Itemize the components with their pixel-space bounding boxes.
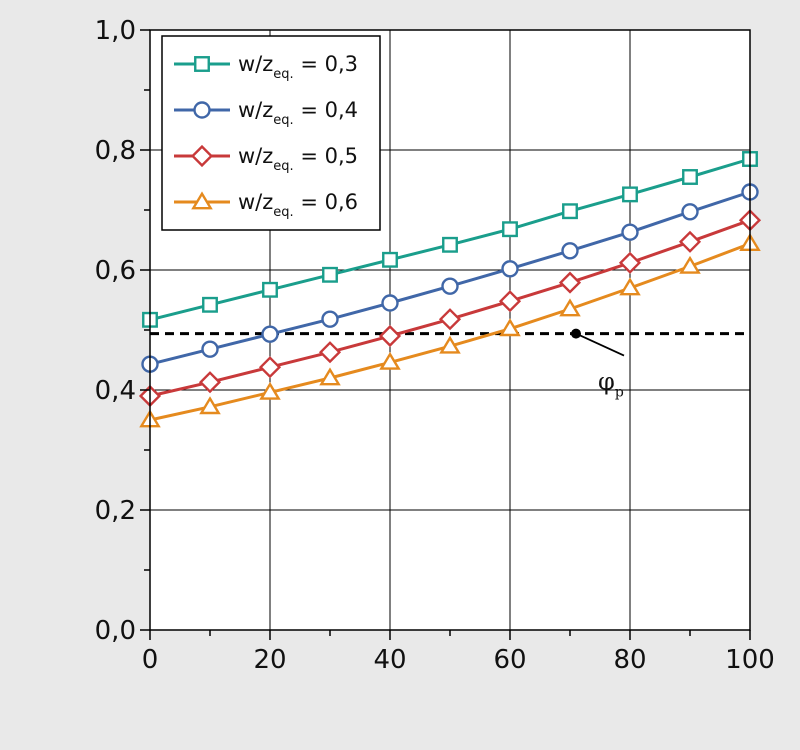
data-point — [681, 203, 699, 221]
y-tick-label: 1,0 — [95, 16, 136, 46]
data-point — [259, 381, 281, 400]
y-tick-label: 0,0 — [95, 616, 136, 646]
legend-marker — [194, 56, 210, 72]
data-point — [558, 271, 582, 294]
y-tick-label: 0,6 — [95, 256, 136, 286]
data-point — [502, 221, 518, 238]
data-point — [318, 341, 342, 364]
data-point — [438, 308, 462, 331]
legend-item-4: w/zeq. = 0,6 — [174, 190, 358, 220]
annotation: φp — [571, 328, 625, 401]
data-point — [501, 260, 519, 278]
ticks: 0 20 40 60 80 100 0,0 0,2 0,4 0,6 0,8 1,0 — [95, 16, 775, 675]
series-4 — [139, 233, 761, 428]
data-point — [439, 335, 461, 354]
data-point — [379, 351, 401, 370]
annotation-leader-line — [575, 332, 625, 357]
data-point — [622, 186, 638, 203]
data-point — [561, 242, 579, 260]
data-point — [442, 236, 458, 253]
data-point — [559, 298, 581, 317]
data-point — [201, 340, 219, 358]
series-3 — [138, 209, 762, 408]
data-point — [382, 251, 398, 268]
data-point — [198, 371, 222, 394]
legend-label: w/zeq. = 0,4 — [238, 98, 358, 128]
data-point — [441, 277, 459, 295]
data-point — [322, 266, 338, 283]
data-point — [679, 255, 701, 274]
data-point — [261, 325, 279, 343]
x-tick-label: 20 — [253, 645, 286, 675]
y-tick-label: 0,8 — [95, 136, 136, 166]
x-tick-label: 100 — [725, 645, 775, 675]
data-point — [258, 356, 282, 379]
data-point — [498, 290, 522, 313]
x-tick-label: 60 — [493, 645, 526, 675]
data-point — [619, 277, 641, 296]
data-point — [621, 223, 639, 241]
y-tick-label: 0,2 — [95, 496, 136, 526]
y-tick-label: 0,4 — [95, 376, 136, 406]
data-point — [381, 294, 399, 312]
series-1 — [142, 151, 758, 328]
data-point — [378, 324, 402, 348]
legend-item-2: w/zeq. = 0,4 — [174, 98, 358, 128]
data-point — [499, 318, 521, 337]
data-point — [562, 203, 578, 220]
data-point — [262, 281, 278, 298]
legend-label: w/zeq. = 0,5 — [238, 144, 358, 174]
x-tick-label: 40 — [373, 645, 406, 675]
data-point — [202, 296, 218, 313]
data-point — [319, 367, 341, 386]
legend-marker — [190, 144, 214, 168]
data-point — [618, 251, 642, 274]
x-tick-label: 80 — [613, 645, 646, 675]
data-point — [678, 230, 702, 253]
series-group — [138, 151, 762, 428]
legend-label: w/zeq. = 0,3 — [238, 52, 358, 82]
annotation-label: φp — [598, 368, 624, 401]
legend-item-3: w/zeq. = 0,5 — [174, 144, 358, 174]
data-point — [321, 310, 339, 328]
legend: w/zeq. = 0,3 w/zeq. = 0,4 w/zeq. = 0,5 w/ze… — [161, 35, 381, 231]
legend-marker — [193, 101, 211, 119]
legend-item-1: w/zeq. = 0,3 — [174, 52, 358, 82]
legend-label: w/zeq. = 0,6 — [238, 190, 358, 220]
x-tick-label: 0 — [142, 645, 159, 675]
legend-marker — [191, 191, 213, 210]
data-point — [199, 396, 221, 415]
data-point — [682, 169, 698, 185]
